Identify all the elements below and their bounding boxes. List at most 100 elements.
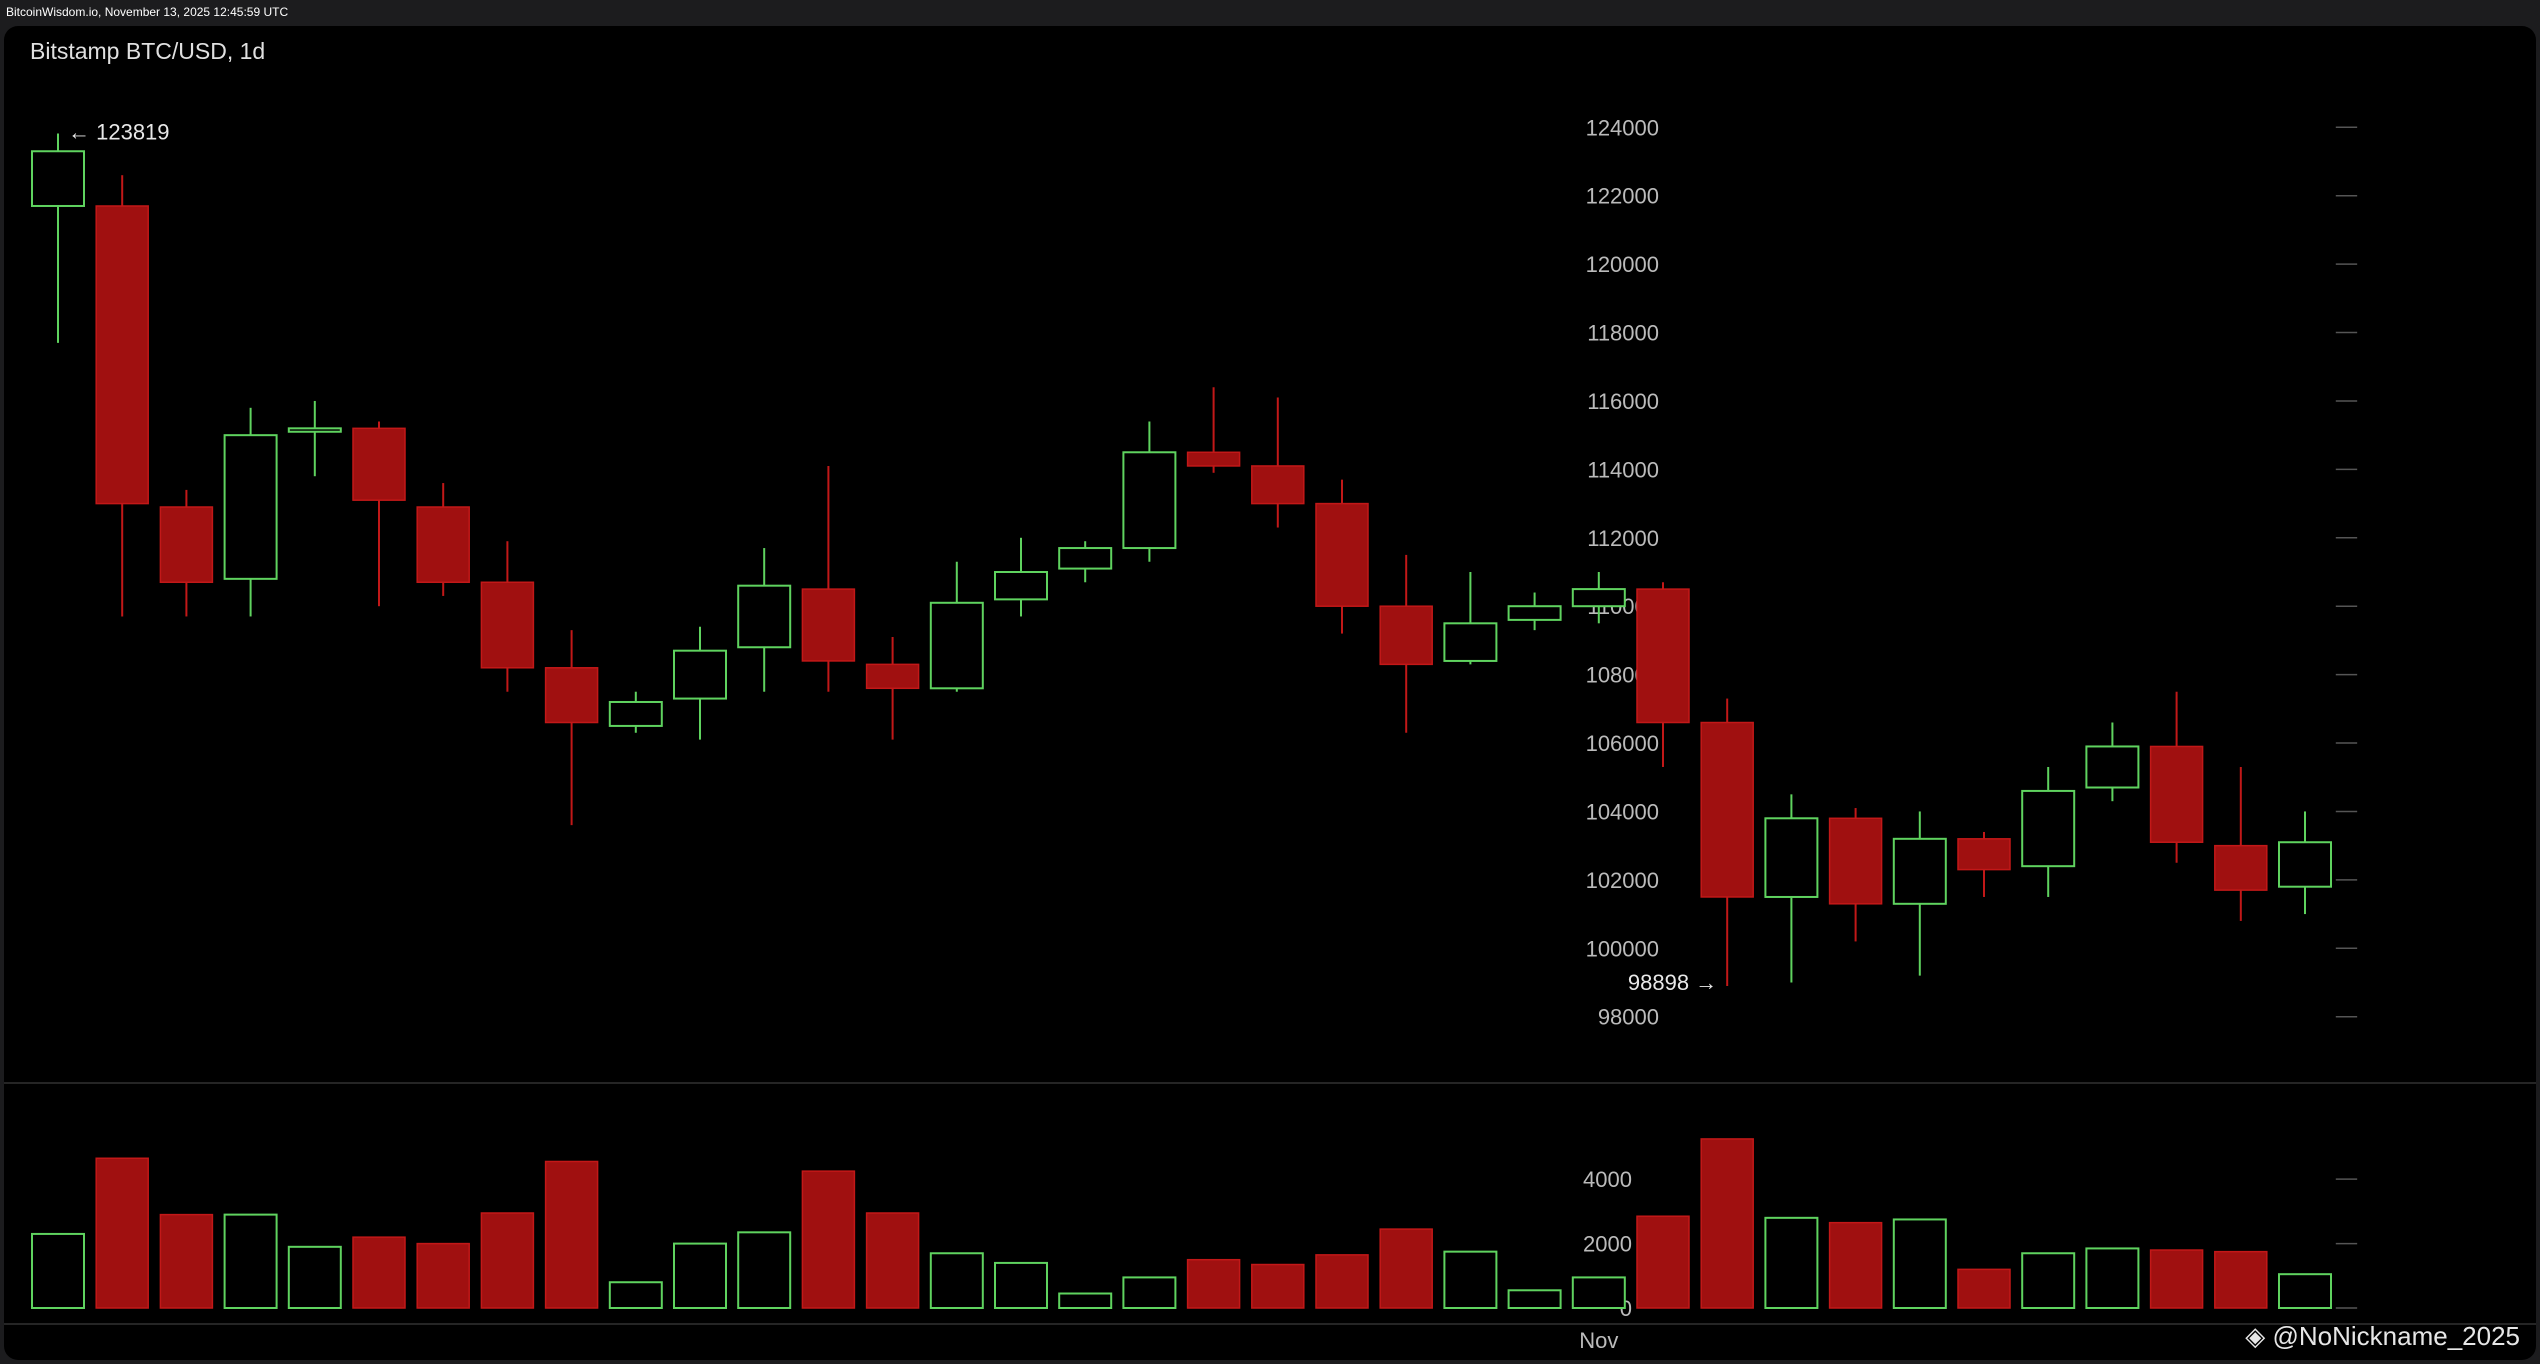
candle [352,421,406,607]
volume-tick-label: 4000 [1583,1167,1632,1192]
candle-body [1636,588,1690,724]
watermark-text: @NoNickname_2025 [2272,1321,2520,1351]
watermark: ◈ @NoNickname_2025 [2245,1321,2520,1352]
candle-body [608,700,663,727]
volume-bar [416,1242,470,1309]
candle [1379,554,1433,733]
candle [95,175,149,617]
candle [737,548,792,692]
candle-body [480,581,535,669]
candle [2214,766,2268,921]
candle-body [1251,465,1305,505]
chart-title: Bitstamp BTC/USD, 1d [30,38,265,64]
candle [1957,831,2011,897]
candle-body [994,571,1048,601]
volume-bar [159,1213,214,1309]
price-tick-label: 104000 [1586,799,1659,824]
candle-body [352,427,406,501]
candles-layer [31,133,2332,986]
volume-bar [1828,1221,1883,1309]
candle [865,636,920,740]
volume-bars-layer [31,1138,2332,1310]
volume-bar [1186,1258,1241,1309]
volume-bar [929,1252,984,1310]
candle-body [544,667,599,724]
candle-body [1764,817,1819,898]
watermark-logo-icon: ◈ [2245,1321,2266,1351]
chart-window: Bitstamp BTC/USD, 1d 98000 100000 102000 10… [4,26,2536,1360]
candle [1764,794,1819,983]
volume-bar [480,1212,535,1309]
candle [223,407,278,617]
candle-body [673,649,727,700]
volume-bar [673,1242,727,1310]
candle [1122,421,1177,562]
low-annotation: 98898 → [1628,970,1717,995]
candle-body [2149,745,2204,843]
volume-bar [1700,1138,1754,1309]
volume-bar [1379,1228,1433,1309]
candle-body [1315,502,1369,607]
candle [673,626,727,740]
candle [1892,811,1947,976]
candle-body [801,588,856,662]
candle-body [223,434,278,580]
time-axis-label: Nov [1579,1328,1618,1353]
candle-body [737,584,792,649]
volume-bar [1571,1276,1626,1309]
price-tick-label: 116000 [1587,389,1659,414]
candle [1058,541,1113,583]
price-tick-label: 122000 [1586,184,1659,209]
candle-body [1186,451,1241,467]
time-axis: Nov [1579,1328,1618,1353]
price-tick-label: 106000 [1586,731,1659,756]
candle [1700,698,1754,986]
volume-bar [1443,1250,1498,1309]
volume-tick-label: 2000 [1583,1232,1632,1257]
candle [1251,397,1305,528]
candle [480,541,535,692]
volume-bar [31,1232,85,1310]
volume-bar [95,1157,149,1309]
volume-bar [2278,1273,2332,1309]
candle-body [1828,817,1883,905]
volume-bar [865,1212,920,1309]
candle-body [1571,588,1626,608]
volume-bar [737,1231,792,1309]
volume-bar [1764,1216,1819,1310]
candle [994,537,1048,617]
candle-body [1379,605,1433,666]
candle [544,630,599,826]
volume-bar [1507,1289,1562,1309]
candle [1186,387,1241,473]
volume-bar [352,1236,406,1309]
volume-bar [801,1170,856,1309]
volume-bar [1892,1218,1947,1309]
volume-bar [287,1245,342,1310]
candle-body [2085,745,2140,789]
candle-body [2278,841,2332,888]
candle [2085,722,2140,802]
candle [31,133,85,343]
candle-body [2214,844,2268,891]
candle [929,561,984,692]
candle [287,400,342,477]
candle-body [1122,451,1177,550]
candle-body [416,506,470,584]
volume-bar [1957,1268,2011,1309]
volume-bar [223,1213,278,1310]
candle-body [159,506,214,584]
annotations-layer: ← 123819 98898 → [68,120,1717,995]
candle-body [1957,838,2011,871]
candle [801,465,856,692]
candle-body [1443,622,1498,662]
candle-body [95,205,149,505]
volume-bar [544,1160,599,1309]
price-tick-label: 114000 [1587,457,1659,482]
price-tick-label: 102000 [1586,868,1659,893]
volume-bar [1058,1292,1113,1309]
price-tick-label: 118000 [1587,321,1659,346]
candle-body [1700,721,1754,898]
candle [608,691,663,733]
